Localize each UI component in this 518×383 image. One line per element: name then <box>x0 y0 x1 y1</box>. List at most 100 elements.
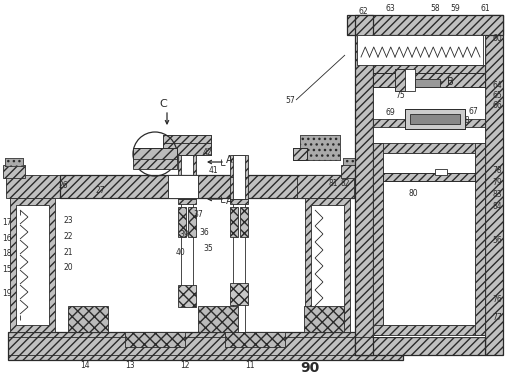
Bar <box>355 337 485 355</box>
Bar <box>357 35 483 65</box>
Bar <box>373 73 485 87</box>
Bar <box>60 175 390 198</box>
Text: 68: 68 <box>460 116 470 124</box>
Bar <box>373 325 485 335</box>
Bar <box>293 148 307 160</box>
Bar <box>383 173 475 181</box>
Bar <box>233 199 245 332</box>
Bar <box>297 175 354 198</box>
Text: 65: 65 <box>492 90 502 100</box>
Text: 16: 16 <box>2 234 12 242</box>
Bar <box>6 175 63 198</box>
Bar <box>133 148 177 161</box>
Bar <box>347 15 503 35</box>
Text: 84: 84 <box>492 201 502 211</box>
Bar <box>198 306 238 332</box>
Bar <box>230 177 248 199</box>
Bar <box>163 135 211 143</box>
Text: 82: 82 <box>340 178 350 188</box>
Bar <box>405 109 465 129</box>
Bar <box>373 65 485 73</box>
Text: 67: 67 <box>468 106 478 116</box>
Text: 20: 20 <box>63 264 73 272</box>
Bar <box>240 207 248 237</box>
Text: 76: 76 <box>492 296 502 304</box>
Text: 40: 40 <box>175 247 185 257</box>
Bar <box>300 135 340 160</box>
Bar <box>293 148 307 160</box>
Text: 77: 77 <box>492 314 502 322</box>
Text: 18: 18 <box>2 249 12 259</box>
Text: A: A <box>226 196 232 206</box>
Text: 78: 78 <box>492 165 502 175</box>
Bar <box>373 119 485 127</box>
Text: 64: 64 <box>492 80 502 90</box>
Text: 60: 60 <box>492 33 502 43</box>
Text: 61: 61 <box>480 3 490 13</box>
Text: 22: 22 <box>63 231 73 241</box>
Bar <box>125 332 185 347</box>
Bar <box>311 205 344 325</box>
Bar <box>373 143 383 335</box>
Text: 23: 23 <box>63 216 73 224</box>
Bar <box>225 332 285 347</box>
Bar <box>68 306 108 332</box>
Text: 42: 42 <box>202 147 212 157</box>
Bar <box>230 199 248 204</box>
Text: 58: 58 <box>430 3 440 13</box>
Text: 66: 66 <box>492 100 502 110</box>
Text: 36: 36 <box>199 228 209 236</box>
Text: C: C <box>159 99 167 109</box>
Bar <box>230 207 238 237</box>
Text: A: A <box>226 155 232 165</box>
Text: 11: 11 <box>245 360 255 370</box>
Text: 75: 75 <box>395 90 405 100</box>
Bar <box>188 207 196 237</box>
Text: 59: 59 <box>450 3 460 13</box>
Text: 12: 12 <box>180 360 190 370</box>
Bar <box>341 165 363 178</box>
Bar <box>475 143 485 335</box>
Bar <box>168 175 198 198</box>
Bar <box>415 79 440 87</box>
Bar <box>133 159 177 169</box>
Text: 62: 62 <box>358 7 368 15</box>
Bar <box>395 69 415 91</box>
Bar <box>343 158 361 166</box>
Text: 19: 19 <box>2 290 12 298</box>
Text: 83: 83 <box>492 190 502 198</box>
Bar <box>485 15 503 355</box>
Bar <box>178 177 196 199</box>
Bar <box>373 73 485 87</box>
Text: B: B <box>447 77 453 87</box>
Bar <box>405 109 465 129</box>
Bar <box>5 158 23 166</box>
Text: 26: 26 <box>58 180 68 190</box>
Bar <box>304 306 344 332</box>
Bar <box>16 205 49 325</box>
Bar <box>181 155 193 199</box>
Text: 35: 35 <box>203 244 213 252</box>
Bar <box>163 135 211 155</box>
Text: 56: 56 <box>492 236 502 244</box>
Text: 13: 13 <box>125 360 135 370</box>
Bar <box>163 143 211 155</box>
Bar <box>230 283 248 305</box>
Bar <box>8 332 403 360</box>
Bar <box>3 165 25 178</box>
Bar <box>373 143 485 153</box>
Text: 79: 79 <box>492 177 502 187</box>
Bar <box>178 155 196 177</box>
Bar <box>410 114 460 124</box>
Bar <box>181 199 193 289</box>
Text: 14: 14 <box>80 360 90 370</box>
Text: 27: 27 <box>95 185 105 195</box>
Text: 17: 17 <box>2 218 12 226</box>
Text: 41: 41 <box>208 165 218 175</box>
Bar <box>383 153 475 325</box>
Text: 63: 63 <box>385 3 395 13</box>
Bar <box>305 198 350 332</box>
Bar <box>178 207 186 237</box>
Text: B: B <box>431 114 438 124</box>
Text: 21: 21 <box>63 247 73 257</box>
